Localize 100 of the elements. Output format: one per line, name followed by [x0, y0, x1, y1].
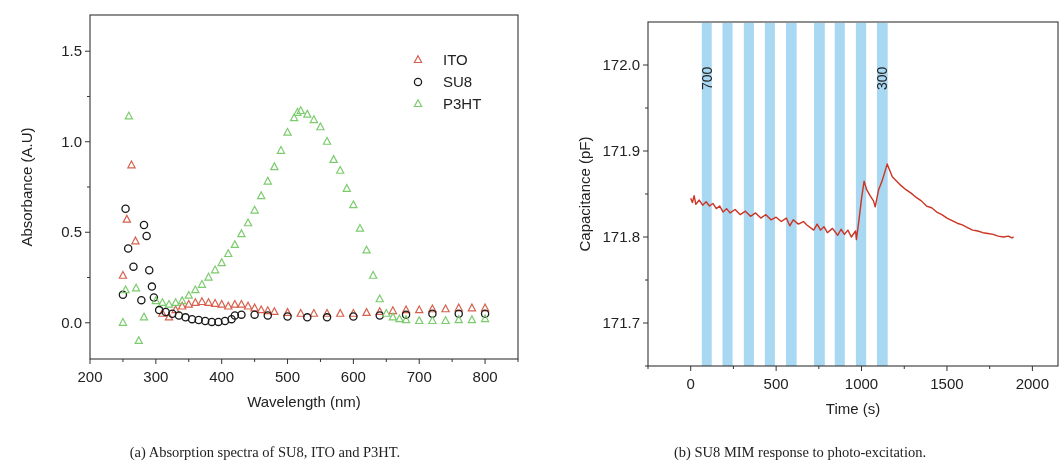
point: [243, 301, 253, 310]
point: [263, 306, 272, 315]
point: [181, 313, 190, 322]
point: [139, 312, 149, 321]
x-axis-title: Wavelength (nm): [247, 393, 361, 410]
point: [303, 109, 312, 118]
point: [415, 305, 424, 314]
point: [121, 204, 130, 213]
point: [131, 283, 141, 292]
point: [154, 305, 164, 315]
text: (b) SU8 MIM response to photo-excitation.: [673, 444, 927, 461]
y-tick-label: 171.7: [602, 314, 640, 331]
legend-label: ITO: [443, 51, 468, 68]
point: [237, 310, 246, 319]
point: [428, 304, 437, 313]
point: [207, 317, 217, 327]
point: [204, 272, 213, 281]
point: [137, 295, 146, 305]
point: [263, 311, 273, 320]
point: [309, 115, 319, 124]
x-tick-label: 600: [340, 368, 366, 385]
point: [224, 301, 233, 310]
point: [401, 310, 411, 319]
point: [296, 106, 305, 115]
point: [200, 316, 210, 326]
point: [336, 308, 345, 317]
point: [237, 229, 246, 238]
point: [316, 122, 325, 131]
x-tick-label: 0: [686, 375, 695, 392]
point: [322, 308, 332, 317]
point: [257, 305, 266, 314]
point: [177, 301, 187, 310]
x-axis-title: Time (s): [825, 400, 881, 417]
point: [401, 305, 411, 314]
point: [220, 316, 230, 326]
point: [191, 298, 200, 306]
point: [177, 296, 187, 305]
point: [210, 298, 220, 307]
point: [441, 316, 450, 325]
point: [467, 315, 477, 324]
point: [401, 315, 411, 324]
band-label: 300: [874, 66, 891, 90]
point: [243, 218, 253, 227]
point: [164, 299, 174, 308]
point: [329, 155, 338, 163]
point: [124, 111, 134, 120]
point: [184, 290, 193, 299]
point: [289, 113, 299, 122]
point: [187, 314, 197, 324]
line-series: [690, 163, 1015, 241]
point: [237, 299, 246, 308]
point: [270, 307, 279, 316]
point: [197, 279, 207, 288]
point: [230, 311, 240, 320]
point: [322, 136, 332, 145]
point: [230, 240, 240, 249]
point: [158, 298, 167, 306]
point: [250, 303, 259, 312]
point: [210, 265, 220, 274]
point: [375, 311, 384, 320]
point: [123, 244, 133, 253]
point: [184, 299, 193, 308]
point: [171, 305, 180, 314]
point: [147, 282, 157, 291]
point: [214, 317, 223, 327]
point: [127, 160, 136, 169]
point: [217, 299, 226, 308]
point: [131, 236, 140, 245]
point: [118, 317, 128, 326]
point: [263, 176, 272, 185]
point: [441, 304, 450, 313]
point: [250, 310, 259, 319]
point: [349, 312, 358, 321]
y-tick-label: 171.9: [602, 142, 640, 159]
point: [382, 308, 391, 317]
y-tick-label: 0.5: [61, 223, 82, 241]
point: [480, 303, 490, 312]
x-tick-label: 700: [406, 368, 432, 385]
point: [121, 285, 130, 294]
point: [174, 311, 184, 320]
point: [161, 307, 170, 317]
point: [454, 303, 463, 312]
point: [118, 290, 128, 299]
x-tick-label: 300: [143, 368, 169, 385]
point: [283, 127, 292, 136]
point: [197, 297, 207, 306]
point: [293, 107, 302, 116]
point: [227, 314, 236, 324]
legend-label: SU8: [443, 73, 473, 90]
point: [283, 312, 292, 321]
point: [129, 262, 138, 271]
point: [375, 294, 384, 303]
point: [171, 298, 180, 306]
point: [388, 306, 398, 315]
y-tick-label: 1.5: [61, 42, 82, 60]
point: [118, 270, 128, 279]
y-axis-title: Absorbance (A.U): [18, 127, 35, 247]
y-tick-label: 171.8: [602, 228, 640, 245]
x-tick-label: 2000: [1015, 375, 1050, 392]
x-tick-label: 800: [472, 368, 498, 385]
